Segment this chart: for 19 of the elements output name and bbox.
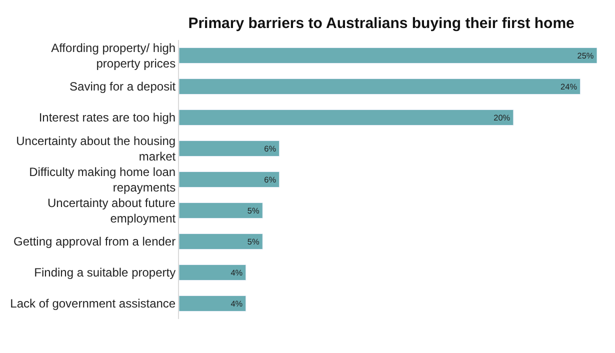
bar bbox=[179, 296, 246, 312]
y-tick-label: Affording property/ high property prices bbox=[51, 40, 176, 70]
bar bbox=[179, 78, 581, 94]
bar bbox=[179, 234, 263, 250]
bar bbox=[179, 110, 514, 126]
bar bbox=[179, 172, 280, 188]
y-tick-label: Interest rates are too high bbox=[38, 110, 176, 125]
chart-title: Primary barriers to Australians buying their first home bbox=[188, 15, 574, 32]
y-tick-label: Difficulty making home loan repayments bbox=[29, 164, 176, 194]
bar bbox=[179, 202, 263, 218]
y-tick-label: Saving for a deposit bbox=[70, 80, 176, 94]
bar bbox=[179, 140, 280, 156]
y-tick-label: Getting approval from a lender bbox=[14, 234, 176, 249]
bar bbox=[179, 48, 597, 64]
y-tick-label: Uncertainty about future employment bbox=[48, 196, 176, 226]
bar bbox=[179, 264, 246, 280]
y-tick-label: Lack of government assistance bbox=[10, 296, 176, 311]
y-tick-label: Uncertainty about the housing market bbox=[16, 134, 176, 164]
y-tick-label: Finding a suitable property bbox=[34, 266, 176, 280]
